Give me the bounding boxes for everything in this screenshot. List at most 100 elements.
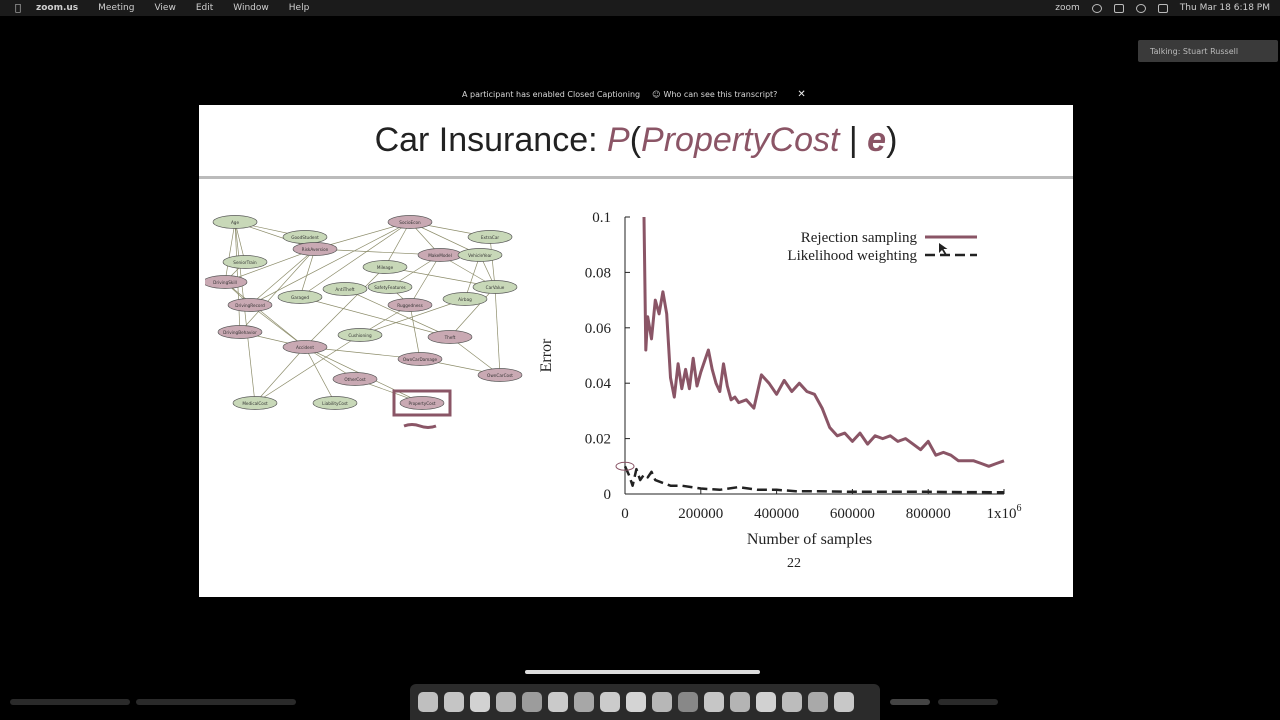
network-node: Theft	[427, 330, 473, 344]
x-tick-superscript: 6	[1017, 503, 1022, 514]
network-node-label: MedicalCost	[242, 401, 268, 406]
network-node-label: OwnCarCost	[487, 373, 513, 378]
network-edge	[234, 221, 256, 404]
network-node: Accident	[282, 340, 328, 354]
y-tick-label: 0	[604, 487, 612, 503]
network-node: MakeModel	[417, 248, 463, 262]
control-center-icon[interactable]	[1157, 3, 1168, 13]
chrome-icon[interactable]	[470, 692, 490, 712]
menu-bar:  zoom.us Meeting View Edit Window Help …	[0, 0, 1280, 16]
photos-icon[interactable]	[704, 692, 724, 712]
cursor-icon	[939, 243, 948, 255]
preview-icon[interactable]	[652, 692, 672, 712]
network-node-label: Ruggedness	[397, 303, 423, 308]
launchpad-icon[interactable]	[444, 692, 464, 712]
dock	[410, 684, 880, 720]
x-tick-label: 600000	[830, 506, 875, 522]
volume-bar[interactable]	[890, 699, 930, 705]
title-evidence: e	[867, 121, 887, 159]
wifi-icon[interactable]	[1135, 3, 1146, 13]
network-node: DrivingSkill	[205, 275, 248, 289]
network-node-label: DrivingSkill	[213, 280, 237, 285]
network-node-shape	[205, 275, 248, 289]
menu-view[interactable]: View	[154, 3, 176, 13]
mail-icon[interactable]	[496, 692, 516, 712]
network-node-shape	[337, 328, 383, 342]
y-tick-label: 0.02	[585, 432, 611, 448]
network-node: OwnCarCost	[477, 368, 523, 382]
network-node-shape	[457, 248, 503, 262]
x-tick-label: 800000	[906, 506, 951, 522]
zoom-icon[interactable]	[600, 692, 620, 712]
menu-window[interactable]: Window	[233, 3, 269, 13]
network-edge	[464, 254, 481, 300]
apple-menu-icon[interactable]: 	[12, 2, 24, 14]
menu-edit[interactable]: Edit	[195, 3, 214, 13]
slide-title: Car Insurance: P(PropertyCost | e)	[375, 121, 898, 160]
network-node: SocioEcon	[387, 215, 433, 229]
dock-right-region	[890, 684, 1190, 720]
network-node: Mileage	[362, 260, 408, 274]
y-tick-label: 0.08	[585, 265, 611, 281]
network-node: Cushioning	[337, 328, 383, 342]
shared-slide: Car Insurance: P(PropertyCost | e) Age Go…	[199, 105, 1073, 597]
network-node: SeniorTrain	[222, 255, 268, 269]
network-edge	[409, 254, 441, 306]
screen-share-scroll-handle[interactable]	[525, 670, 760, 674]
network-node-shape	[312, 396, 358, 410]
settings-icon[interactable]	[678, 692, 698, 712]
network-node: MedicalCost	[232, 396, 278, 410]
transcript-link[interactable]: ☺ Who can see this transcript?	[652, 90, 777, 99]
menu-app-name[interactable]: zoom.us	[36, 3, 79, 13]
network-node: LiabilityCost	[312, 396, 358, 410]
network-edge	[299, 248, 316, 298]
battery-icon[interactable]	[1113, 3, 1124, 13]
likelihood-weighting-line	[623, 465, 1005, 494]
messages-icon[interactable]	[626, 692, 646, 712]
network-node-shape	[217, 325, 263, 339]
network-node-label: LiabilityCost	[322, 401, 348, 406]
title-paren-open: (	[629, 121, 642, 159]
network-node-shape	[467, 230, 513, 244]
network-edge	[384, 221, 411, 268]
x-tick-label: 0	[621, 506, 629, 522]
underline-scribble	[403, 423, 437, 429]
network-node-shape	[427, 330, 473, 344]
caption-notice-text: A participant has enabled Closed Caption…	[462, 89, 641, 99]
network-node-shape	[282, 340, 328, 354]
network-node-shape	[227, 298, 273, 312]
trash-icon[interactable]	[834, 692, 854, 712]
title-given-bar: |	[839, 121, 868, 159]
network-edge	[299, 221, 411, 298]
network-node-label: OwnCarDamage	[403, 357, 438, 362]
network-node-label: RiskAversion	[302, 247, 329, 252]
menubar-datetime[interactable]: Thu Mar 18 6:18 PM	[1179, 3, 1270, 13]
network-edge	[224, 221, 236, 283]
zoom-status-label[interactable]: zoom	[1055, 3, 1080, 13]
network-node: DrivingRecord	[227, 298, 273, 312]
network-node-shape	[367, 280, 413, 294]
close-icon[interactable]: ✕	[797, 88, 806, 100]
slide-page-number: 22	[787, 556, 801, 571]
files-icon[interactable]	[782, 692, 802, 712]
y-tick-label: 0.1	[592, 210, 611, 226]
calendar-icon[interactable]	[522, 692, 542, 712]
network-edge	[304, 266, 386, 348]
music-icon[interactable]	[730, 692, 750, 712]
network-edge	[449, 286, 496, 338]
x-tick-label: 400000	[754, 506, 799, 522]
record-icon[interactable]	[1091, 3, 1102, 13]
safari-icon[interactable]	[756, 692, 776, 712]
network-node: OwnCarDamage	[397, 352, 443, 366]
terminal-icon[interactable]	[574, 692, 594, 712]
network-node-shape	[399, 396, 445, 410]
notes-icon[interactable]	[548, 692, 568, 712]
textedit-icon[interactable]	[808, 692, 828, 712]
menu-meeting[interactable]: Meeting	[98, 3, 135, 13]
finder-icon[interactable]	[418, 692, 438, 712]
network-node: CarValue	[472, 280, 518, 294]
legend-label: Likelihood weighting	[787, 248, 917, 264]
network-node-label: MakeModel	[428, 253, 452, 258]
menu-help[interactable]: Help	[288, 3, 310, 13]
network-edge	[489, 236, 496, 288]
